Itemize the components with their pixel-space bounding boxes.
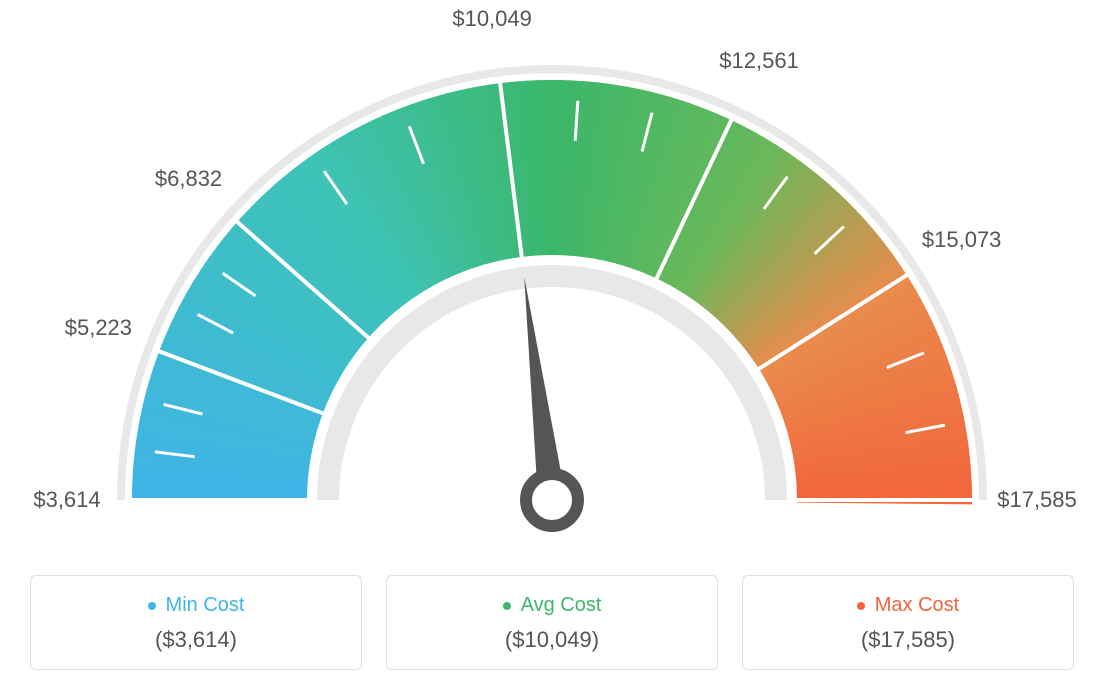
cost-gauge-chart: $3,614 $5,223 $6,832 $10,049 $12,561 $15,073 $…: [0, 0, 1104, 690]
avg-cost-title-text: Avg Cost: [521, 594, 602, 616]
min-cost-value: ($3,614): [41, 627, 351, 653]
gauge-tick-label: $3,614: [33, 487, 100, 513]
avg-cost-value: ($10,049): [397, 627, 707, 653]
min-cost-title-text: Min Cost: [166, 594, 245, 616]
gauge-tick-label: $5,223: [65, 315, 132, 341]
avg-cost-card: Avg Cost ($10,049): [386, 575, 718, 670]
max-cost-dot: [857, 602, 865, 610]
gauge-tick-label: $15,073: [922, 227, 1002, 253]
max-cost-title-text: Max Cost: [875, 594, 959, 616]
gauge-tick-label: $17,585: [997, 487, 1077, 513]
avg-cost-title: Avg Cost: [503, 594, 602, 617]
min-cost-title: Min Cost: [148, 594, 245, 617]
avg-cost-dot: [503, 602, 511, 610]
max-cost-card: Max Cost ($17,585): [742, 575, 1074, 670]
max-cost-value: ($17,585): [753, 627, 1063, 653]
cost-cards-row: Min Cost ($3,614) Avg Cost ($10,049) Max…: [30, 575, 1074, 670]
min-cost-card: Min Cost ($3,614): [30, 575, 362, 670]
min-cost-dot: [148, 602, 156, 610]
max-cost-title: Max Cost: [857, 594, 959, 617]
gauge-tick-label: $12,561: [719, 48, 799, 74]
gauge-tick-label: $10,049: [452, 6, 532, 32]
gauge-area: $3,614 $5,223 $6,832 $10,049 $12,561 $15,073 $…: [0, 0, 1104, 560]
gauge-svg: [0, 0, 1104, 560]
gauge-tick-label: $6,832: [155, 166, 222, 192]
